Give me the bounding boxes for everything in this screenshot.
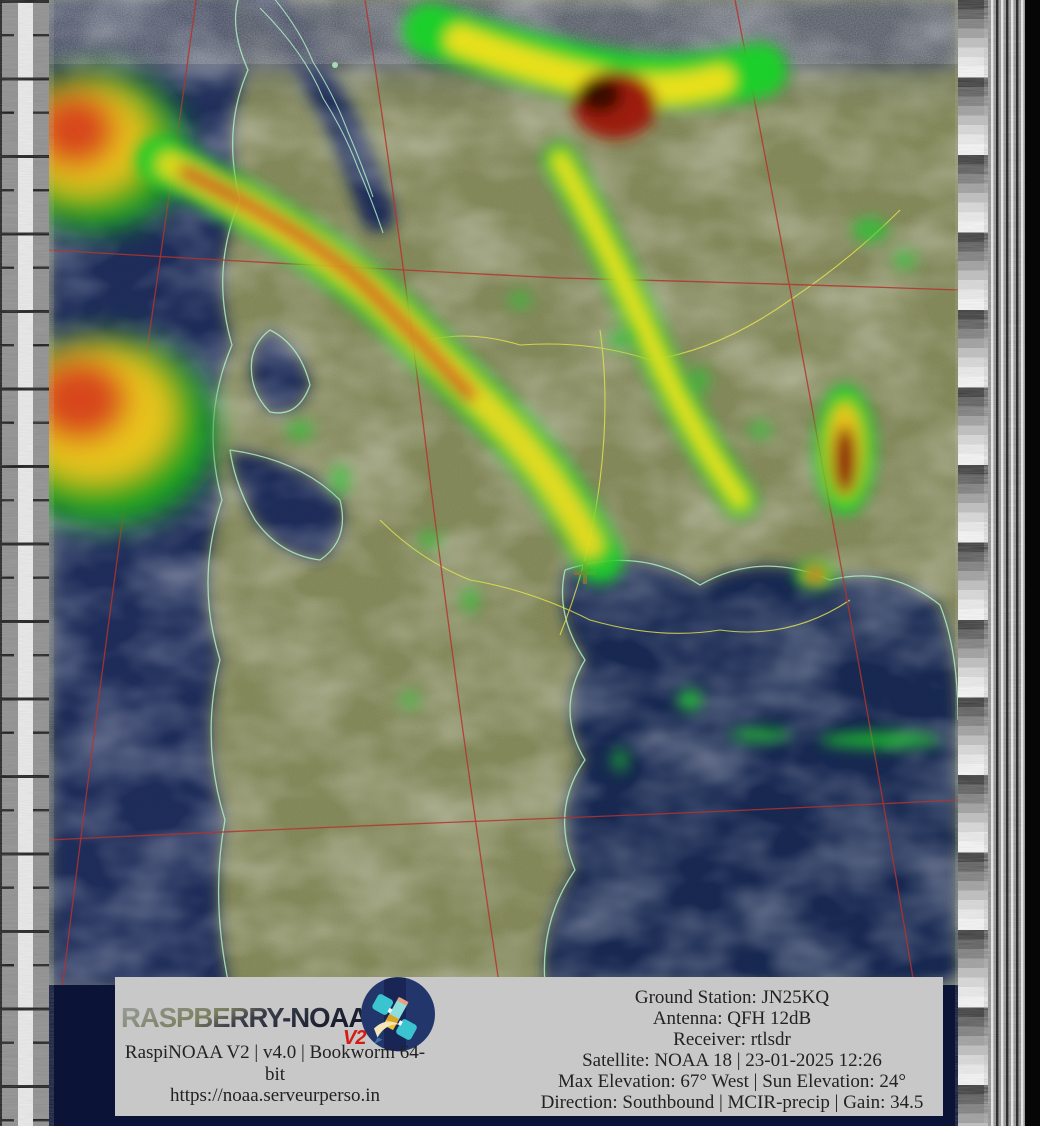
svg-text:RASPBERRY-NOAA: RASPBERRY-NOAA <box>121 1002 368 1033</box>
